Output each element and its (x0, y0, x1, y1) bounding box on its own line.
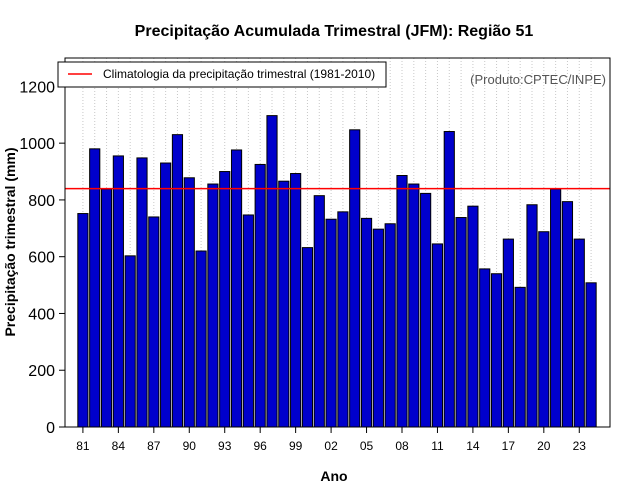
x-tick-label: 08 (395, 439, 409, 453)
y-axis: 0 200 400 600 800 1000 1200 (19, 79, 65, 437)
bar-1982 (89, 148, 101, 428)
bar-1990 (183, 177, 195, 428)
bar-2008 (396, 175, 408, 428)
bar-1988 (160, 162, 172, 428)
y-tick-label: 200 (28, 363, 55, 380)
x-tick-label: 02 (324, 439, 338, 453)
bar-1993 (219, 171, 231, 428)
x-tick-label: 20 (537, 439, 551, 453)
legend: Climatologia da precipitação trimestral … (57, 61, 387, 88)
bar-2024 (585, 282, 597, 428)
x-axis: 81 84 87 90 93 96 99 02 05 08 11 14 17 20 23 (76, 427, 586, 453)
y-tick-label: 0 (46, 420, 55, 437)
x-tick-label: 05 (360, 439, 374, 453)
bar-1997 (266, 115, 278, 428)
bar-1999 (290, 173, 302, 428)
chart-title: Precipitação Acumulada Trimestral (JFM):… (135, 23, 534, 40)
bar-2000 (301, 247, 314, 428)
bar-2020 (538, 231, 550, 428)
y-tick-label: 800 (28, 193, 55, 210)
y-tick-label: 1000 (19, 136, 55, 153)
bar-2006 (372, 228, 384, 428)
bar-2004 (349, 129, 361, 428)
x-tick-label: 81 (76, 439, 90, 453)
x-tick-label: 96 (254, 439, 268, 453)
x-tick-label: 17 (502, 439, 516, 453)
x-tick-label: 93 (218, 439, 232, 453)
bar-2002 (325, 218, 337, 428)
x-tick-label: 84 (112, 439, 126, 453)
bar-2007 (384, 223, 396, 428)
bar-1985 (124, 255, 136, 428)
x-tick-label: 87 (147, 439, 161, 453)
bar-2018 (514, 286, 526, 428)
bar-2003 (337, 211, 349, 428)
legend-box (57, 61, 387, 88)
plot-frame (64, 57, 611, 428)
bar-2010 (420, 192, 432, 428)
x-axis-label: Ano (320, 468, 347, 484)
bar-1987 (148, 216, 160, 428)
bar-1998 (278, 180, 290, 428)
bars (77, 115, 597, 428)
credit-text: (Produto:CPTEC/INPE) (470, 72, 606, 87)
bar-2012 (443, 131, 455, 428)
y-tick-label: 600 (28, 250, 55, 267)
bar-1991 (195, 250, 207, 428)
bar-2023 (573, 238, 585, 428)
bar-1981 (77, 213, 89, 428)
bar-1986 (136, 157, 148, 428)
bar-2021 (550, 188, 562, 428)
bar-1996 (254, 163, 266, 428)
bar-1983 (100, 188, 113, 428)
x-tick-label: 90 (183, 439, 197, 453)
x-tick-label: 14 (466, 439, 480, 453)
bar-2019 (526, 204, 538, 428)
bar-1994 (230, 149, 243, 428)
x-tick-label: 11 (431, 439, 444, 453)
bar-2011 (431, 243, 444, 428)
x-tick-label: 23 (573, 439, 587, 453)
y-axis-label: Precipitação trimestral (mm) (2, 147, 18, 336)
bar-1984 (112, 155, 124, 428)
x-tick-label: 99 (289, 439, 303, 453)
y-tick-label: 1200 (19, 79, 55, 96)
bar-2001 (313, 195, 325, 428)
bar-2017 (502, 238, 514, 428)
bar-2015 (479, 268, 491, 428)
y-tick-label: 400 (28, 306, 55, 323)
legend-label: Climatologia da precipitação trimestral … (103, 67, 375, 81)
bar-2009 (408, 183, 420, 428)
bar-1989 (171, 134, 184, 428)
bar-2005 (360, 217, 373, 428)
bar-1995 (242, 214, 254, 428)
bar-2013 (455, 217, 467, 428)
bar-1992 (207, 183, 219, 428)
bar-2014 (467, 205, 479, 428)
bar-2022 (561, 201, 574, 428)
bar-2016 (490, 273, 503, 428)
